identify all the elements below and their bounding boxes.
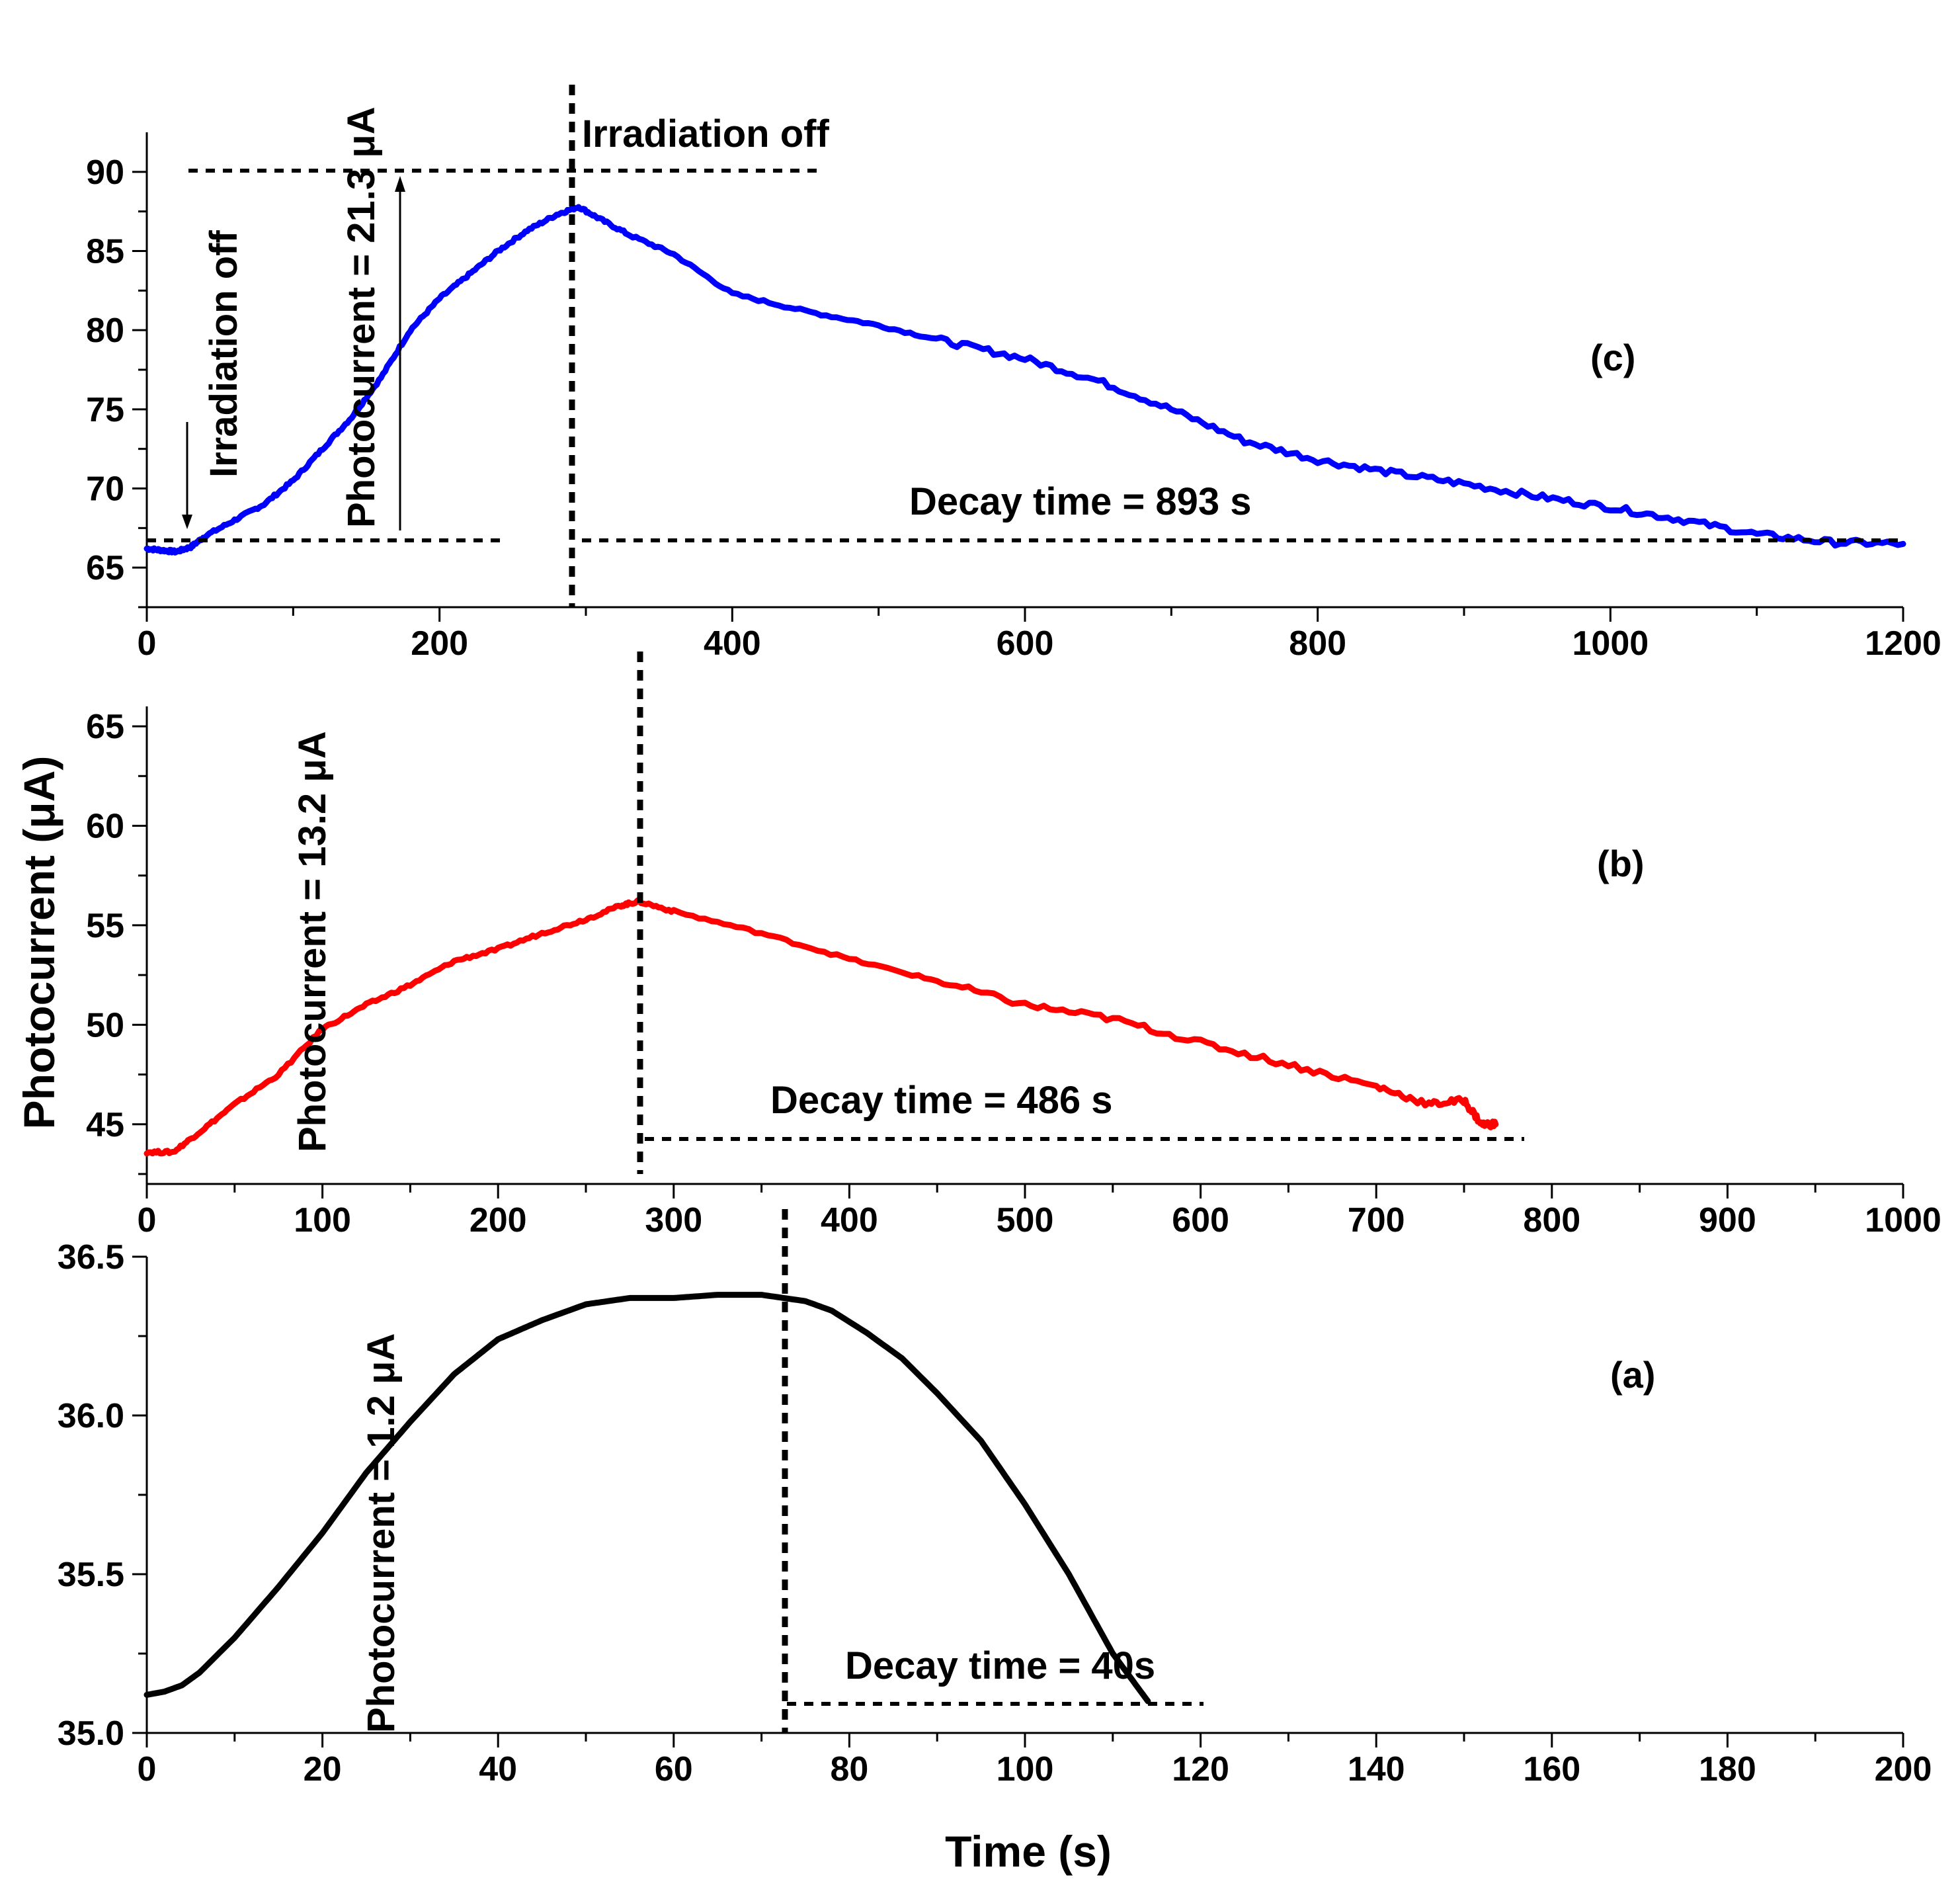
panel-b-x-tick-label: 0 xyxy=(138,1201,157,1240)
panel-a-series-line xyxy=(143,1292,1151,1704)
panel-c-y-tick-label: 65 xyxy=(86,549,124,587)
panel-c-x-tick-label: 0 xyxy=(138,624,157,663)
panel-c-photocurrent-label: Photocurrent = 21.3 μA xyxy=(340,106,383,528)
panel-b: 0 100 200 300 400 500 600 700 800 900 1000 45 50 55 60… xyxy=(86,652,1941,1240)
panel-b-x-tick-label: 300 xyxy=(645,1201,702,1240)
panel-b-x-tick-label: 200 xyxy=(470,1201,527,1240)
panel-b-y-tick-label: 50 xyxy=(86,1006,124,1044)
panel-b-y-tick-label: 60 xyxy=(86,808,124,846)
panel-b-photocurrent-label: Photocurrent = 13.2 μA xyxy=(291,731,334,1152)
panel-b-label: (b) xyxy=(1597,843,1645,884)
panel-a: 0 20 40 60 80 100 120 140 160 180 200 35.0 35.5 36.0 3… xyxy=(58,1209,1932,1788)
panel-b-x-tick-label: 700 xyxy=(1348,1201,1405,1240)
panel-b-x-tick-label: 800 xyxy=(1523,1201,1580,1240)
panel-b-x-tick-label: 900 xyxy=(1699,1201,1756,1240)
panel-a-x-tick-label: 40 xyxy=(479,1750,517,1788)
panel-a-x-tick-label: 100 xyxy=(997,1750,1054,1788)
panel-c-x-tick-label: 400 xyxy=(704,624,761,663)
panel-a-y-tick-label: 36.0 xyxy=(58,1397,124,1435)
panel-c-up-arrow-head xyxy=(395,176,405,192)
panel-a-y-tick-label: 35.0 xyxy=(58,1714,124,1753)
panel-c-y-tick-label: 70 xyxy=(86,470,124,509)
panel-b-x-tick-label: 400 xyxy=(821,1201,878,1240)
panel-a-x-tick-label: 60 xyxy=(655,1750,693,1788)
panel-a-x-tick-label: 120 xyxy=(1172,1750,1229,1788)
panel-c-y-tick-label: 75 xyxy=(86,391,124,429)
panel-c-x-tick-label: 1000 xyxy=(1572,624,1649,663)
panel-c-y-tick-label: 90 xyxy=(86,153,124,192)
panel-c-x-tick-label: 200 xyxy=(411,624,468,663)
panel-c-x-tick-label: 1200 xyxy=(1865,624,1941,663)
panel-c-x-tick-label: 800 xyxy=(1289,624,1346,663)
panel-a-x-tick-label: 140 xyxy=(1348,1750,1405,1788)
panel-b-x-tick-label: 600 xyxy=(1172,1201,1229,1240)
panel-a-x-tick-label: 20 xyxy=(304,1750,342,1788)
panel-a-y-tick-label: 35.5 xyxy=(58,1556,124,1594)
panel-c-irradiation-off-label-vertical: Irradiation off xyxy=(202,230,245,478)
panel-a-x-tick-label: 180 xyxy=(1699,1750,1756,1788)
panel-b-decay-time-label: Decay time = 486 s xyxy=(770,1079,1113,1122)
panel-a-photocurrent-label: Photocurrent = 1.2 μA xyxy=(360,1333,403,1733)
panel-c-y-tick-label: 80 xyxy=(86,312,124,350)
panel-c-down-arrow-head xyxy=(182,515,192,529)
panel-c: 0 200 400 600 800 1000 1200 65 70 75 80 85 90 Irradi… xyxy=(86,85,1941,663)
panel-a-x-tick-label: 160 xyxy=(1523,1750,1580,1788)
panel-c-label: (c) xyxy=(1590,337,1635,378)
panel-c-x-tick-label: 600 xyxy=(997,624,1054,663)
panel-c-series-line xyxy=(143,204,1906,556)
x-axis-title: Time (s) xyxy=(945,1827,1112,1876)
panel-a-x-tick-label: 80 xyxy=(830,1750,868,1788)
panel-a-x-tick-label: 0 xyxy=(138,1750,157,1788)
panel-b-y-tick-label: 65 xyxy=(86,708,124,746)
panel-b-y-tick-label: 45 xyxy=(86,1106,124,1144)
panel-a-decay-time-label: Decay time = 40s xyxy=(845,1644,1155,1687)
y-axis-title: Photocurrent (μA) xyxy=(15,756,63,1130)
panel-b-x-tick-label: 500 xyxy=(997,1201,1054,1240)
panel-b-x-tick-label: 100 xyxy=(294,1201,351,1240)
panel-a-label: (a) xyxy=(1610,1354,1655,1396)
panel-b-x-tick-label: 1000 xyxy=(1865,1201,1941,1240)
panel-b-y-tick-label: 55 xyxy=(86,907,124,945)
panel-c-y-tick-label: 85 xyxy=(86,233,124,271)
panel-c-irradiation-off-label-top: Irradiation off xyxy=(582,112,829,155)
panel-a-y-tick-label: 36.5 xyxy=(58,1238,124,1277)
panel-c-decay-time-label: Decay time = 893 s xyxy=(909,480,1252,523)
panel-a-x-tick-label: 200 xyxy=(1875,1750,1932,1788)
